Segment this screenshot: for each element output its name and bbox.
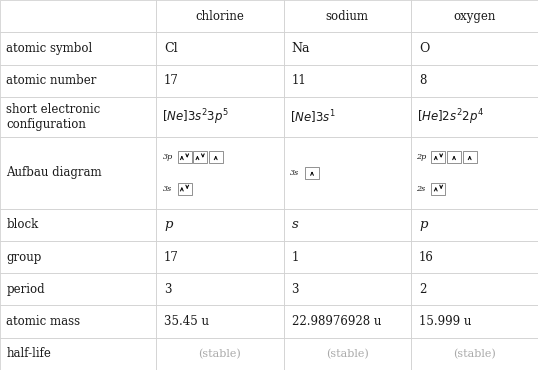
Text: O: O	[419, 42, 429, 55]
Text: short electronic
configuration: short electronic configuration	[6, 103, 101, 131]
Bar	[156, 273, 284, 306]
Text: 2p: 2p	[416, 153, 427, 161]
Bar	[411, 137, 538, 209]
Text: block: block	[6, 218, 39, 231]
Bar	[0, 306, 156, 338]
Text: 2: 2	[419, 283, 427, 296]
Bar	[431, 151, 445, 163]
Bar	[411, 209, 538, 241]
Bar	[156, 32, 284, 64]
Bar	[284, 97, 411, 137]
Text: $[He]2s^2 2p^4$: $[He]2s^2 2p^4$	[417, 107, 484, 127]
Bar	[284, 32, 411, 64]
Text: 22.98976928 u: 22.98976928 u	[292, 315, 381, 328]
Bar	[156, 97, 284, 137]
Bar	[0, 137, 156, 209]
Bar	[411, 32, 538, 64]
Text: 1: 1	[292, 250, 299, 263]
Text: $[Ne]3s^1$: $[Ne]3s^1$	[290, 108, 336, 126]
Bar	[156, 338, 284, 370]
Text: atomic mass: atomic mass	[6, 315, 81, 328]
Text: oxygen: oxygen	[454, 10, 496, 23]
Bar	[0, 338, 156, 370]
Text: atomic symbol: atomic symbol	[6, 42, 93, 55]
Bar	[0, 209, 156, 241]
Bar	[178, 183, 192, 195]
Bar	[0, 97, 156, 137]
Text: half-life: half-life	[6, 347, 51, 360]
Bar	[411, 241, 538, 273]
Bar	[284, 209, 411, 241]
Bar	[156, 64, 284, 97]
Bar	[156, 0, 284, 32]
Bar	[284, 64, 411, 97]
Bar	[284, 137, 411, 209]
Bar	[156, 209, 284, 241]
Text: Na: Na	[292, 42, 310, 55]
Text: 8: 8	[419, 74, 427, 87]
Text: (stable): (stable)	[199, 349, 241, 359]
Text: sodium: sodium	[326, 10, 369, 23]
Bar	[0, 64, 156, 97]
Bar	[284, 306, 411, 338]
Bar	[156, 241, 284, 273]
Bar	[284, 338, 411, 370]
Text: (stable): (stable)	[326, 349, 369, 359]
Text: period: period	[6, 283, 45, 296]
Text: p: p	[164, 218, 173, 231]
Bar	[411, 273, 538, 306]
Bar	[411, 64, 538, 97]
Text: (stable): (stable)	[454, 349, 496, 359]
Text: group: group	[6, 250, 42, 263]
Bar	[178, 151, 192, 163]
Text: s: s	[292, 218, 299, 231]
Text: 17: 17	[164, 250, 179, 263]
Text: 3: 3	[292, 283, 299, 296]
Text: Cl: Cl	[164, 42, 178, 55]
Bar	[0, 0, 156, 32]
Bar	[209, 151, 223, 163]
Bar	[463, 151, 477, 163]
Bar	[193, 151, 207, 163]
Text: 15.999 u: 15.999 u	[419, 315, 471, 328]
Text: chlorine: chlorine	[195, 10, 244, 23]
Bar	[284, 0, 411, 32]
Text: 3s: 3s	[290, 169, 299, 177]
Text: Aufbau diagram: Aufbau diagram	[6, 166, 102, 179]
Bar	[156, 137, 284, 209]
Bar	[284, 241, 411, 273]
Text: 11: 11	[292, 74, 306, 87]
Bar	[447, 151, 461, 163]
Bar	[0, 273, 156, 306]
Bar	[0, 241, 156, 273]
Bar	[0, 32, 156, 64]
Text: 16: 16	[419, 250, 434, 263]
Text: 35.45 u: 35.45 u	[164, 315, 209, 328]
Text: $[Ne]3s^2 3p^5$: $[Ne]3s^2 3p^5$	[162, 107, 229, 127]
Bar	[305, 167, 319, 179]
Bar	[431, 183, 445, 195]
Bar	[411, 338, 538, 370]
Bar	[411, 0, 538, 32]
Text: 3: 3	[164, 283, 172, 296]
Text: 17: 17	[164, 74, 179, 87]
Text: atomic number: atomic number	[6, 74, 97, 87]
Text: p: p	[419, 218, 428, 231]
Bar	[156, 306, 284, 338]
Bar	[411, 306, 538, 338]
Text: 3p: 3p	[162, 153, 173, 161]
Bar	[411, 97, 538, 137]
Bar	[284, 273, 411, 306]
Text: 2s: 2s	[416, 185, 426, 193]
Text: 3s: 3s	[162, 185, 172, 193]
